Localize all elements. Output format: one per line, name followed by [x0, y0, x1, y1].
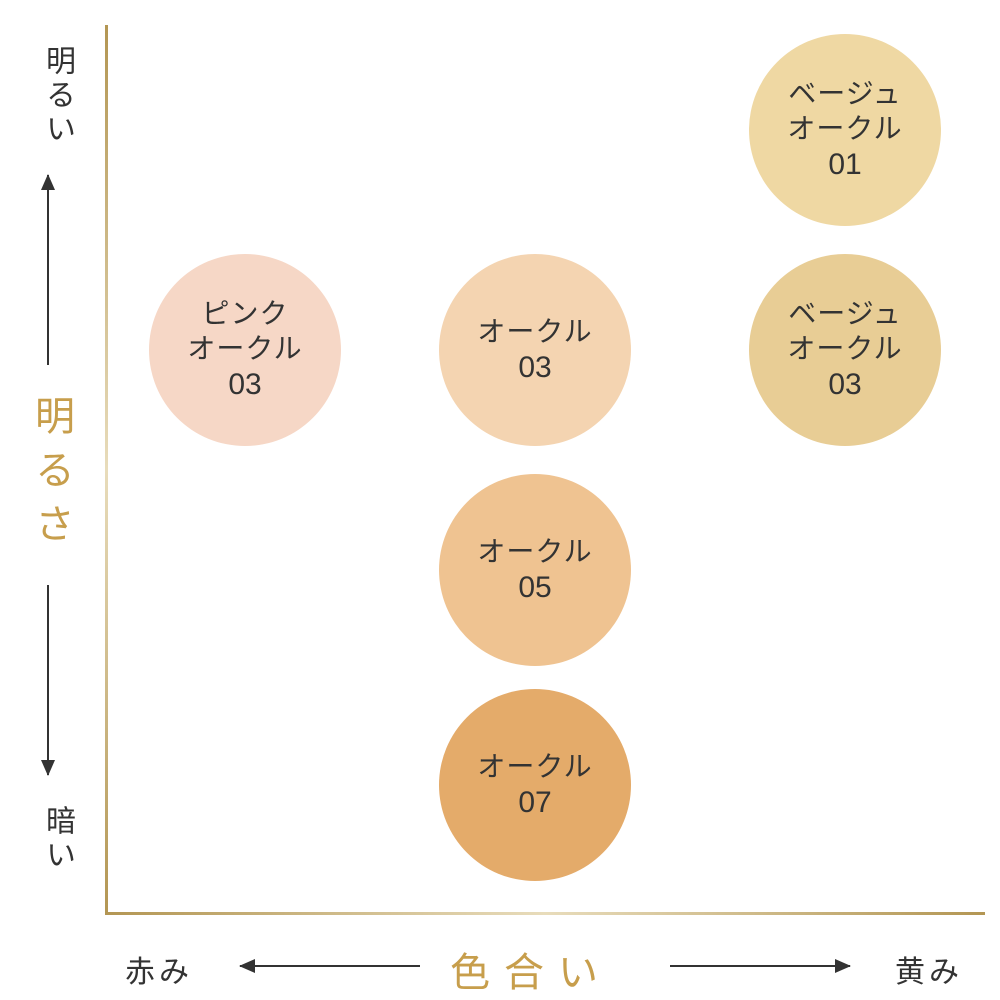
swatch-ochre-05: オークル05 — [439, 474, 631, 666]
swatch-pink-ochre-03: ピンクオークル03 — [149, 254, 341, 446]
swatch-label-line1: ベージュ — [788, 296, 901, 331]
x-axis-arrow-right-icon — [670, 965, 850, 967]
swatch-beige-ochre-03: ベージュオークル03 — [749, 254, 941, 446]
swatch-number: 03 — [228, 366, 261, 404]
swatch-beige-ochre-01: ベージュオークル01 — [749, 34, 941, 226]
swatch-number: 05 — [518, 569, 551, 607]
swatch-number: 07 — [518, 784, 551, 822]
swatch-label-line1: ベージュ — [788, 76, 901, 111]
swatch-label-line1: オークル — [477, 314, 592, 349]
swatch-number: 03 — [518, 349, 551, 387]
y-axis-line — [105, 25, 108, 915]
swatch-number: 03 — [828, 366, 861, 404]
x-axis-arrow-left-icon — [240, 965, 420, 967]
swatch-label-line2: オークル — [787, 331, 902, 366]
swatch-ochre-07: オークル07 — [439, 689, 631, 881]
y-axis-bottom-label: 暗い — [35, 805, 79, 873]
y-axis-top-label: 明るい — [35, 45, 79, 147]
x-axis-right-label: 黄み — [895, 947, 963, 991]
swatch-label-line2: オークル — [187, 331, 302, 366]
swatch-label-line2: オークル — [787, 111, 902, 146]
y-axis-arrow-down-icon — [47, 585, 49, 775]
x-axis-left-label: 赤み — [125, 947, 193, 991]
y-axis-arrow-up-icon — [47, 175, 49, 365]
swatch-label-line1: オークル — [477, 749, 592, 784]
swatch-number: 01 — [828, 146, 861, 184]
y-axis-title: 明るさ — [22, 395, 80, 557]
swatch-label-line1: オークル — [477, 534, 592, 569]
swatch-label-line1: ピンク — [201, 296, 288, 331]
swatch-ochre-03: オークル03 — [439, 254, 631, 446]
x-axis-title: 色合い — [450, 940, 612, 998]
x-axis-line — [105, 912, 985, 915]
